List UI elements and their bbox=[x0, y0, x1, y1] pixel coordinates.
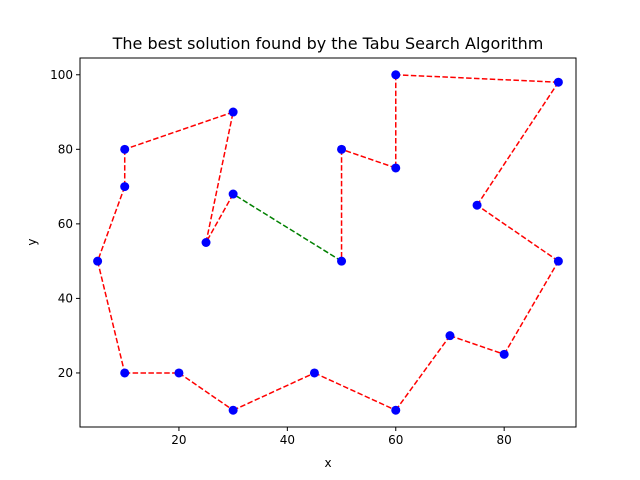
y-axis: 20 40 60 80 100 bbox=[50, 68, 80, 380]
plot-frame bbox=[79, 57, 577, 428]
y-tick-label: 40 bbox=[58, 291, 73, 305]
y-tick-label: 80 bbox=[58, 142, 73, 156]
city-point bbox=[553, 256, 563, 266]
city-point bbox=[228, 405, 238, 415]
route-segment bbox=[449, 334, 505, 356]
route-segment bbox=[476, 204, 559, 262]
city-point bbox=[472, 200, 482, 210]
points-layer bbox=[93, 70, 563, 415]
x-tick-label: 80 bbox=[497, 433, 512, 447]
route-segment bbox=[205, 111, 234, 243]
x-tick-label: 40 bbox=[280, 433, 295, 447]
y-tick-label: 20 bbox=[58, 366, 73, 380]
city-point bbox=[553, 77, 563, 87]
city-point bbox=[391, 163, 401, 173]
city-point bbox=[201, 238, 211, 247]
closing-route-segment bbox=[232, 193, 342, 262]
city-point bbox=[499, 349, 509, 359]
city-point bbox=[337, 144, 347, 154]
y-axis-label: y bbox=[25, 238, 39, 245]
x-axis: 20 40 60 80 bbox=[171, 427, 512, 447]
route-segment bbox=[232, 372, 315, 411]
x-tick-label: 60 bbox=[388, 433, 403, 447]
route-segment bbox=[395, 74, 559, 83]
city-point bbox=[120, 182, 130, 192]
x-axis-label: x bbox=[324, 456, 331, 470]
route-segment bbox=[341, 148, 397, 169]
city-point bbox=[174, 368, 184, 378]
route-segment bbox=[395, 335, 451, 411]
city-point bbox=[228, 189, 238, 199]
city-point bbox=[309, 368, 319, 378]
y-tick-label: 100 bbox=[50, 68, 73, 82]
chart-title: The best solution found by the Tabu Sear… bbox=[112, 34, 544, 53]
route-segment bbox=[205, 193, 234, 243]
route-segment bbox=[476, 81, 560, 206]
city-point bbox=[445, 331, 455, 341]
y-tick-label: 60 bbox=[58, 217, 73, 231]
city-point bbox=[337, 256, 347, 266]
city-point bbox=[228, 107, 238, 117]
route-layer bbox=[96, 74, 560, 411]
city-point bbox=[120, 144, 130, 154]
route-segment bbox=[96, 186, 126, 262]
city-point bbox=[120, 368, 130, 378]
city-point bbox=[391, 405, 401, 415]
route-segment bbox=[124, 111, 234, 151]
route-segment bbox=[503, 260, 560, 355]
x-tick-label: 20 bbox=[171, 433, 186, 447]
city-point bbox=[93, 256, 103, 266]
city-point bbox=[391, 70, 401, 80]
route-segment bbox=[178, 372, 234, 411]
route-segment bbox=[96, 260, 126, 374]
route-segment bbox=[314, 372, 397, 411]
